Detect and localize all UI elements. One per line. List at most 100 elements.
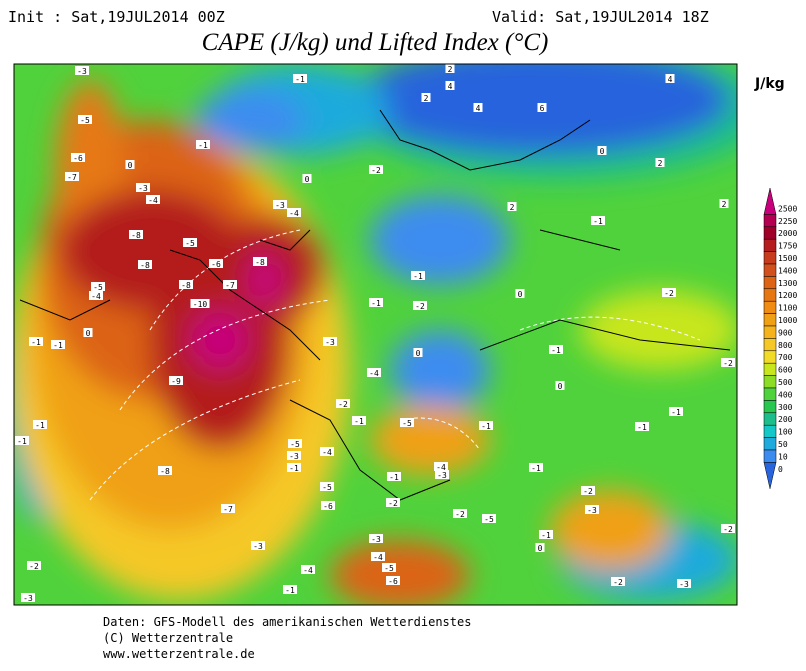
contour-label: -1 <box>17 437 27 446</box>
contour-label: -3 <box>325 338 335 347</box>
contour-label: -5 <box>402 419 412 428</box>
contour-label: -8 <box>131 231 141 240</box>
contour-label: -4 <box>289 209 299 218</box>
contour-label-box <box>196 140 210 149</box>
contour-label: -1 <box>671 408 681 417</box>
contour-label: -1 <box>354 417 364 426</box>
contour-label: -3 <box>587 506 597 515</box>
contour-label: -6 <box>73 154 83 163</box>
legend-label: 900 <box>778 328 793 337</box>
color-swatch <box>763 412 777 426</box>
contour-label: -5 <box>384 564 394 573</box>
legend-label: 1300 <box>778 279 797 288</box>
contour-label: -4 <box>436 463 446 472</box>
color-swatch <box>763 313 777 327</box>
contour-label-box <box>136 183 150 192</box>
footer-line: www.wetterzentrale.de <box>103 647 255 661</box>
contour-label-box <box>253 257 267 266</box>
contour-label: -1 <box>371 299 381 308</box>
color-swatch <box>763 350 777 364</box>
contour-label-box <box>413 301 427 310</box>
legend-label: 1500 <box>778 254 797 263</box>
contour-label: 0 <box>305 175 310 184</box>
legend-label: 500 <box>778 378 793 387</box>
contour-label-box <box>15 436 29 445</box>
legend-label: 800 <box>778 341 793 350</box>
contour-label: -8 <box>140 261 150 270</box>
contour-label-box <box>33 420 47 429</box>
contour-label-box <box>434 462 448 471</box>
contour-label: -2 <box>664 289 674 298</box>
color-swatch <box>763 187 777 215</box>
contour-label: -1 <box>285 586 295 595</box>
color-swatch <box>763 263 777 277</box>
contour-label: -6 <box>211 260 221 269</box>
map-frame <box>13 63 738 606</box>
contour-label: -1 <box>551 346 561 355</box>
contour-label: -4 <box>303 566 313 575</box>
contour-label: -1 <box>531 464 541 473</box>
contour-label: -1 <box>389 473 399 482</box>
contour-label: 0 <box>558 382 563 391</box>
contour-label-box <box>287 463 301 472</box>
contour-label: -1 <box>35 421 45 430</box>
color-swatch <box>763 424 777 438</box>
contour-label: -6 <box>388 577 398 586</box>
legend-unit: J/kg <box>754 76 785 92</box>
contour-label-box <box>721 524 735 533</box>
contour-label: 2 <box>658 159 663 168</box>
contour-label: -2 <box>455 510 465 519</box>
contour-label-box <box>179 280 193 289</box>
contour-label: -2 <box>371 166 381 175</box>
legend-label: 700 <box>778 353 793 362</box>
contour-label-box <box>138 260 152 269</box>
contour-label-box <box>539 530 553 539</box>
contour-label: -7 <box>223 505 233 514</box>
contour-label-box <box>585 505 599 514</box>
contour-label: 2 <box>722 200 727 209</box>
contour-label: 4 <box>476 104 481 113</box>
color-swatch <box>763 251 777 265</box>
contour-label: -3 <box>289 452 299 461</box>
contour-label-box <box>367 368 381 377</box>
contour-label: -2 <box>723 359 733 368</box>
contour-label-box <box>382 563 396 572</box>
legend-label: 1200 <box>778 291 797 300</box>
contour-label-box <box>223 280 237 289</box>
contour-label-box <box>83 328 93 337</box>
contour-label: -1 <box>637 423 647 432</box>
contour-label: -8 <box>160 467 170 476</box>
contour-label: -4 <box>322 448 332 457</box>
contour-label-box <box>287 208 301 217</box>
contour-label: -2 <box>613 578 623 587</box>
contour-label-box <box>320 447 334 456</box>
contour-label: -7 <box>67 173 77 182</box>
contour-label-box <box>29 337 43 346</box>
contour-label-box <box>27 561 41 570</box>
contour-label-box <box>507 202 517 211</box>
contour-label: -6 <box>323 502 333 511</box>
contour-label-box <box>221 504 235 513</box>
contour-label-box <box>146 195 160 204</box>
contour-label-box <box>190 299 210 308</box>
contour-label-box <box>435 470 449 479</box>
contour-label-box <box>445 64 455 73</box>
contour-label: 0 <box>518 290 523 299</box>
contour-label: -5 <box>322 483 332 492</box>
contour-label-box <box>75 66 89 75</box>
contour-label-box <box>655 158 665 167</box>
contour-label: -1 <box>53 341 63 350</box>
contour-label-box <box>371 552 385 561</box>
color-swatch <box>763 226 777 240</box>
contour-label: 0 <box>600 147 605 156</box>
color-swatch <box>763 437 777 451</box>
contour-label: -1 <box>198 141 208 150</box>
contour-label-box <box>369 165 383 174</box>
legend-label: 1750 <box>778 242 797 251</box>
contour-label-box <box>413 348 423 357</box>
legend-label: 50 <box>778 440 788 449</box>
color-swatch <box>763 300 777 314</box>
contour-label-box <box>721 358 735 367</box>
contour-label: -1 <box>593 217 603 226</box>
